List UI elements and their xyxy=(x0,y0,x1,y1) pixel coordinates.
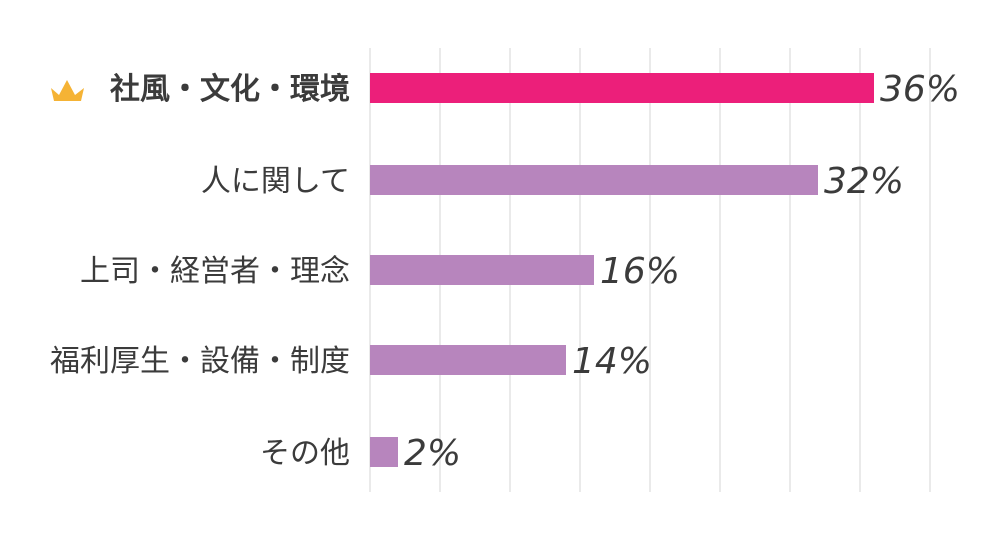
bar xyxy=(370,437,398,467)
value-label: 32% xyxy=(824,161,904,202)
value-label: 2% xyxy=(404,433,461,474)
category-label: 社風・文化・環境 xyxy=(110,72,350,107)
bar xyxy=(370,165,818,195)
value-label: 16% xyxy=(600,251,680,292)
category-label: 上司・経営者・理念 xyxy=(80,254,350,289)
bar xyxy=(370,73,874,103)
category-label: 福利厚生・設備・制度 xyxy=(50,344,350,379)
category-label: 人に関して xyxy=(201,164,350,199)
value-labels: 36% 32% 16% 14% 2% xyxy=(404,69,960,474)
value-label: 14% xyxy=(572,341,652,382)
bar xyxy=(370,255,594,285)
value-label: 36% xyxy=(880,69,960,110)
category-label: その他 xyxy=(260,436,350,471)
grid-lines xyxy=(369,48,931,492)
bars xyxy=(370,73,874,467)
bar xyxy=(370,345,566,375)
crown-icon xyxy=(51,80,84,101)
